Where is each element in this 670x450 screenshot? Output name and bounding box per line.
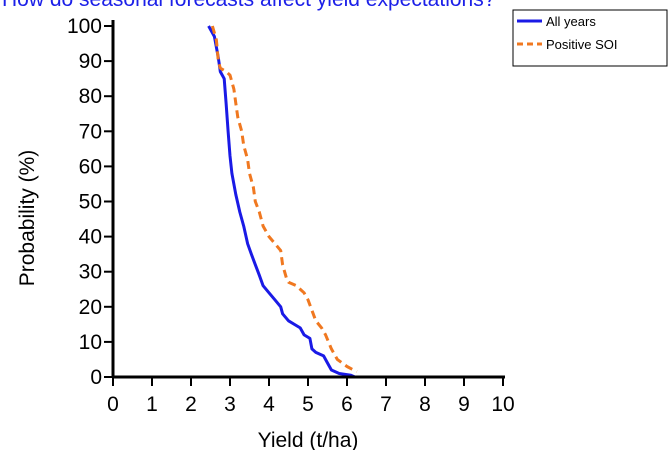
series-line-all-years [207, 25, 356, 379]
legend-box [512, 9, 668, 67]
y-tick-label: 70 [79, 120, 102, 143]
series-layer [207, 25, 358, 379]
x-tick-label: 1 [146, 393, 158, 416]
legend-label-all-years: All years [546, 14, 596, 29]
x-tick-label: 3 [224, 393, 236, 416]
y-tick-label: 90 [79, 50, 102, 73]
legend-label-positive-soi: Positive SOI [546, 37, 618, 52]
y-tick-label: 100 [67, 15, 102, 38]
series-line-positive-soi [210, 25, 358, 374]
y-tick-label: 10 [79, 331, 102, 354]
x-tick-label: 5 [302, 393, 314, 416]
x-tick-label: 6 [341, 393, 353, 416]
x-tick-label: 9 [458, 393, 470, 416]
x-tick-label: 2 [185, 393, 197, 416]
x-tick-label: 10 [491, 393, 514, 416]
y-tick-label: 80 [79, 85, 102, 108]
y-tick-label: 0 [90, 366, 102, 389]
y-axis-label: Probability (%) [16, 150, 39, 287]
x-tick-label: 4 [263, 393, 275, 416]
y-tick-label: 20 [79, 296, 102, 319]
x-tick-label: 7 [380, 393, 392, 416]
legend: All years Positive SOI [512, 9, 668, 67]
x-tick-label: 8 [419, 393, 431, 416]
chart-title: How do seasonal forecasts affect yield e… [2, 0, 495, 11]
x-axis-ticks: 0 1 2 3 4 5 6 7 8 9 10 [107, 377, 515, 416]
y-tick-label: 30 [79, 261, 102, 284]
y-tick-label: 60 [79, 155, 102, 178]
x-tick-label: 0 [107, 393, 119, 416]
x-axis-label: Yield (t/ha) [258, 429, 359, 450]
y-axis-ticks: 0 10 20 30 40 50 60 70 80 90 100 [67, 15, 113, 389]
y-tick-label: 40 [79, 226, 102, 249]
y-tick-label: 50 [79, 191, 102, 214]
